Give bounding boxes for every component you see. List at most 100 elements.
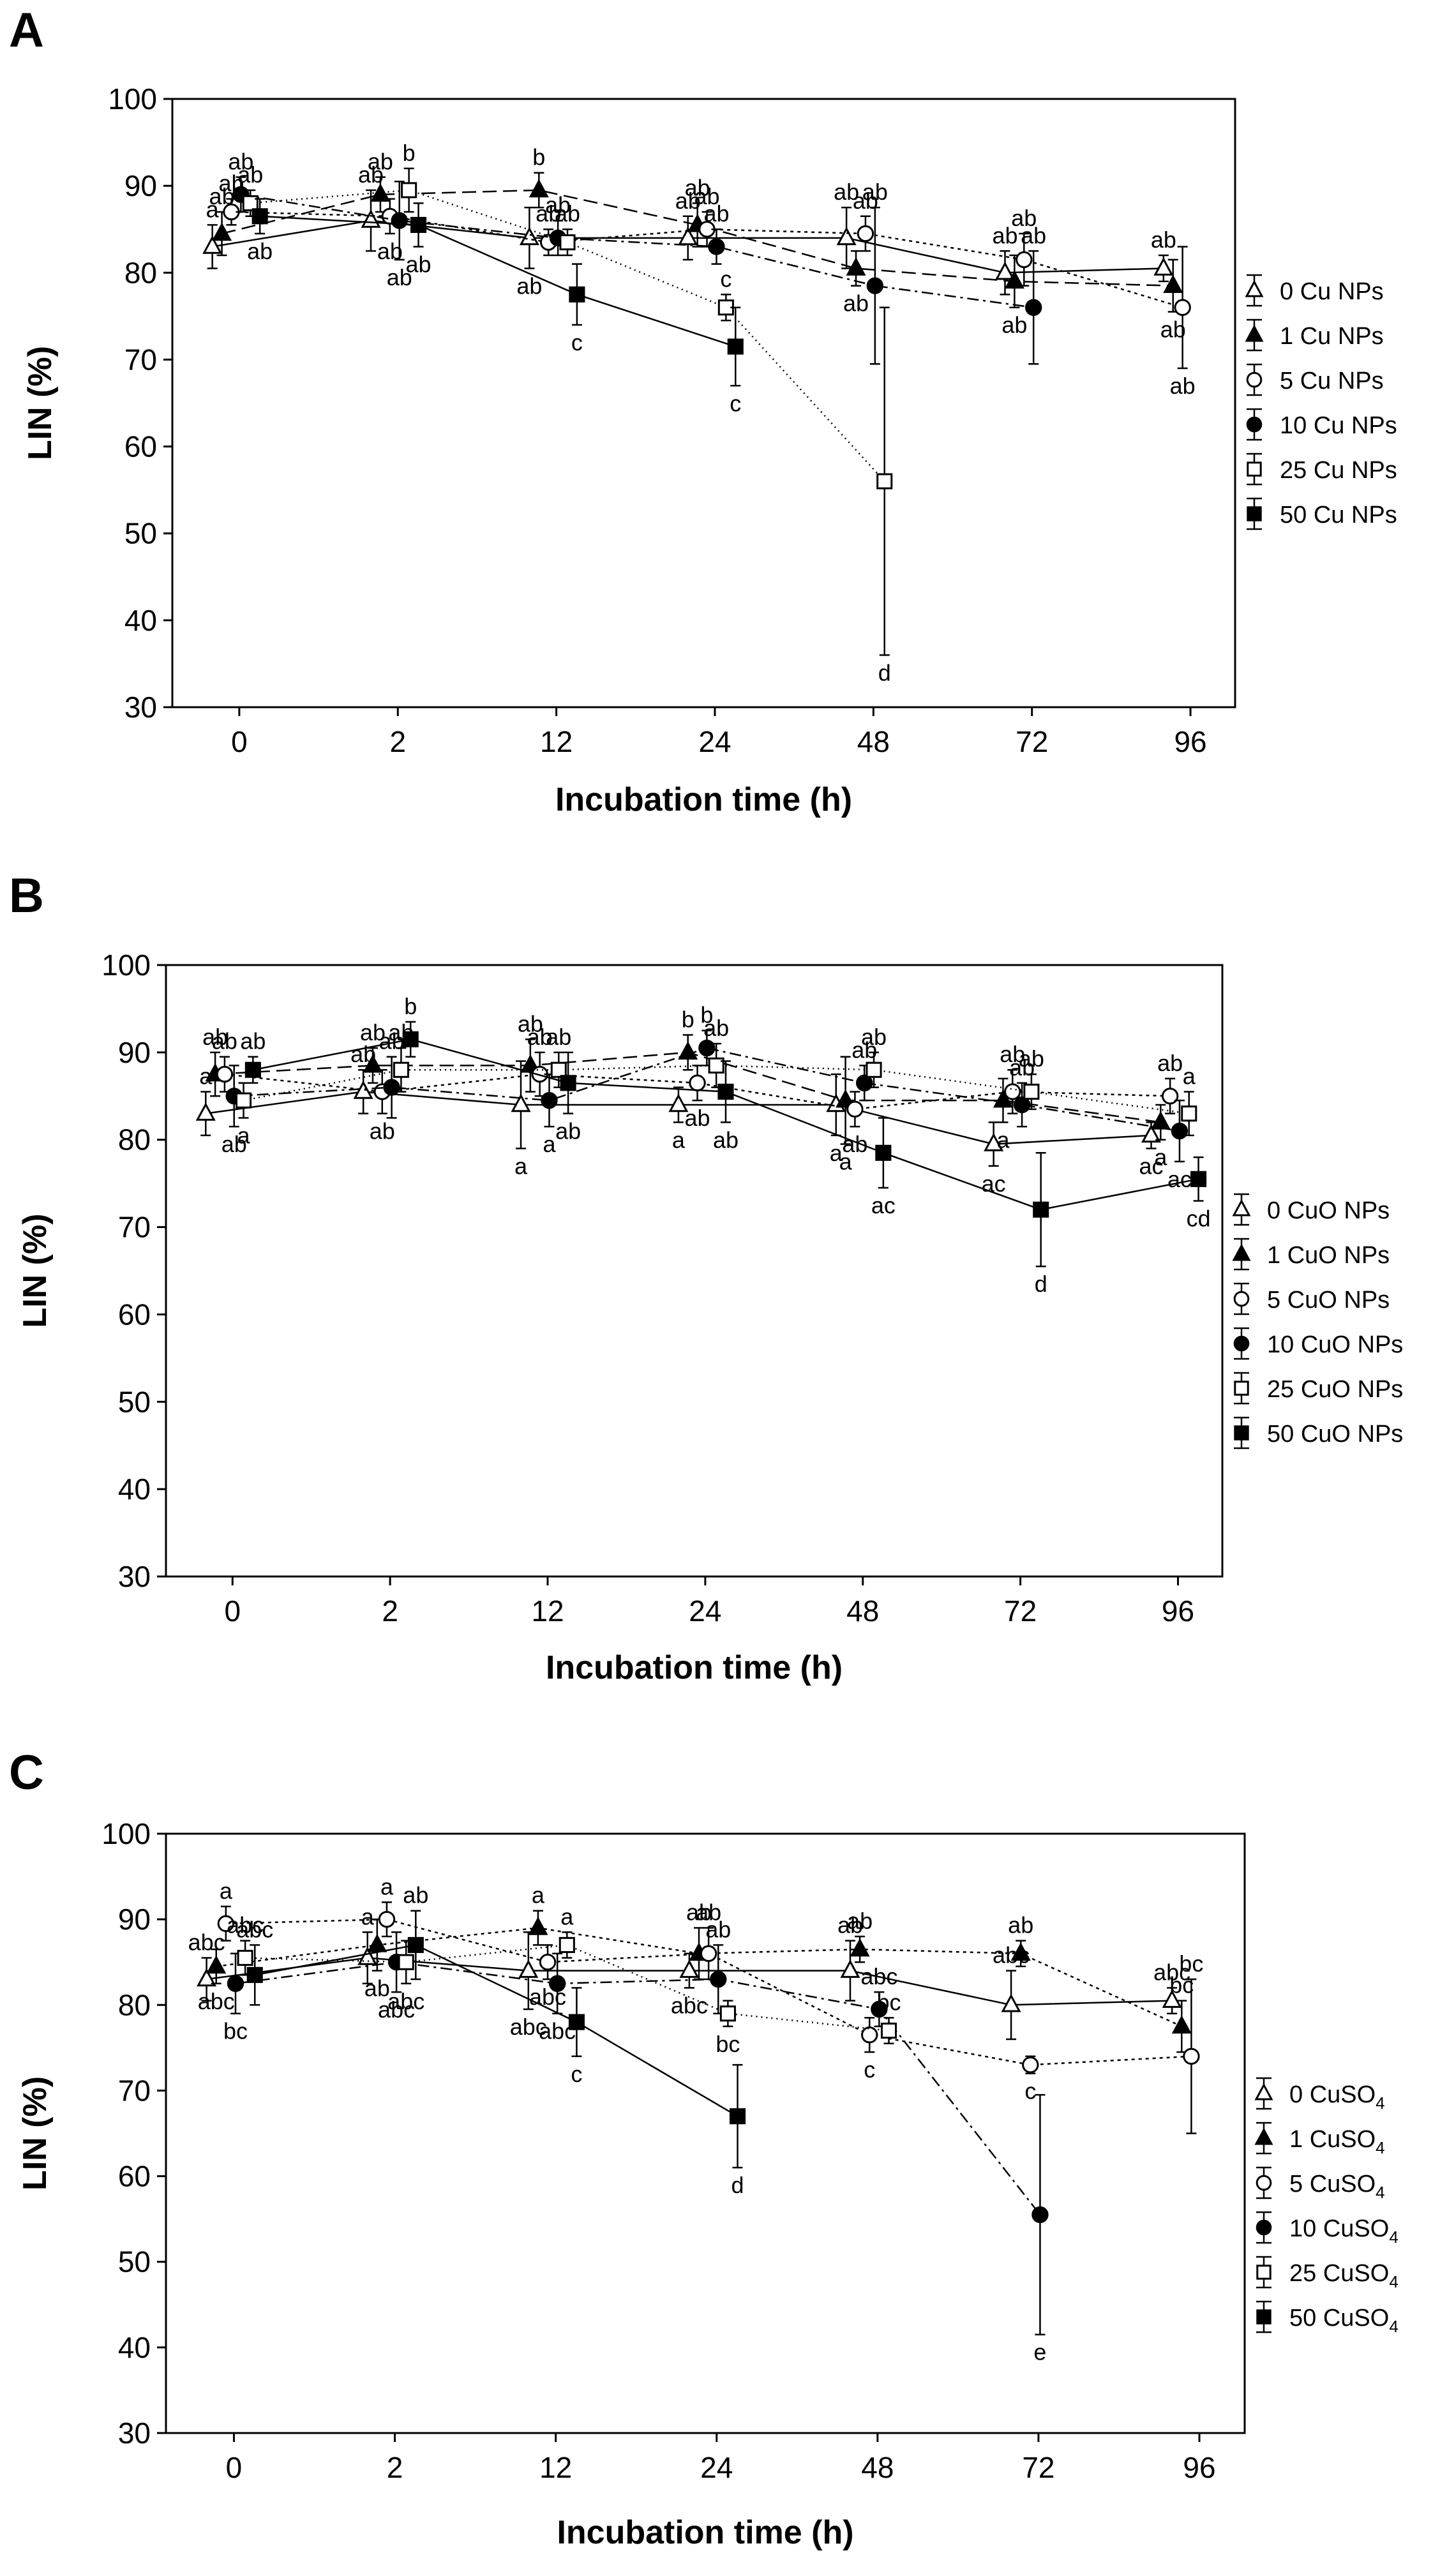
significance-label: a: [560, 1903, 574, 1929]
x-tick-label: 72: [1004, 1594, 1037, 1628]
data-point: [876, 473, 893, 490]
x-tick-label: 12: [531, 1594, 564, 1628]
data-point: [678, 227, 698, 246]
y-tick-label: 80: [118, 1988, 151, 2021]
x-tick-label: 24: [689, 1594, 721, 1628]
data-point: [1004, 1083, 1021, 1100]
significance-label: ab: [406, 251, 431, 277]
data-point: [1031, 2206, 1049, 2224]
legend-marker: [1256, 2309, 1271, 2325]
data-point: [668, 1093, 689, 1112]
significance-label: ab: [703, 200, 729, 227]
significance-label: a: [543, 1131, 556, 1157]
data-point: [850, 1938, 870, 1957]
x-tick-label: 48: [857, 725, 890, 758]
significance-label: a: [514, 1153, 528, 1179]
data-point: [708, 238, 725, 255]
y-tick-label: 60: [124, 430, 157, 463]
x-tick-label: 48: [846, 1594, 879, 1628]
data-point: [511, 1093, 531, 1112]
y-tick-label: 30: [118, 1560, 151, 1593]
data-point: [217, 1915, 235, 1933]
significance-label: a: [220, 1878, 233, 1904]
significance-label: a: [830, 1140, 843, 1166]
significance-label: ab: [834, 179, 859, 205]
data-point: [246, 1966, 263, 1983]
panel-label-a: A: [9, 3, 44, 57]
data-point: [244, 1061, 261, 1078]
data-point: [1033, 1201, 1049, 1218]
y-tick-label: 70: [118, 1211, 151, 1244]
legend-marker: [1234, 1381, 1249, 1396]
legend-marker: [1232, 1199, 1251, 1217]
data-point: [875, 1144, 892, 1161]
data-point: [383, 1079, 400, 1096]
legend-label: 25 Cu NPs: [1280, 457, 1397, 484]
series-line: [241, 193, 1034, 308]
data-point: [717, 1083, 734, 1100]
data-point: [710, 1970, 727, 1988]
significance-label: ab: [364, 1975, 390, 2002]
significance-label: ab: [237, 161, 263, 188]
data-point: [529, 179, 549, 198]
y-tick-label: 40: [124, 604, 157, 637]
significance-label: ab: [212, 1028, 237, 1054]
data-point: [541, 1091, 558, 1109]
legend-label: 10 CuO NPs: [1267, 1331, 1403, 1358]
significance-label: ab: [358, 161, 384, 188]
legend-label: 5 Cu NPs: [1280, 368, 1384, 394]
significance-label: abc: [198, 1988, 235, 2014]
data-point: [1024, 299, 1042, 316]
x-axis-label: Incubation time (h): [546, 1649, 843, 1686]
significance-label: ab: [555, 200, 580, 227]
legend-marker: [1233, 1335, 1250, 1352]
data-point: [410, 216, 427, 233]
x-tick-label: 72: [1016, 725, 1048, 758]
significance-label: ab: [847, 1908, 873, 1934]
x-tick-label: 12: [540, 725, 573, 758]
plot-frame: [165, 1832, 1246, 2434]
data-point: [402, 1031, 419, 1047]
significance-label: ab: [1000, 1041, 1025, 1067]
data-point: [361, 209, 381, 228]
significance-label: ac: [871, 1192, 896, 1218]
data-point: [840, 1959, 860, 1978]
significance-label: a: [380, 1873, 394, 1899]
data-point: [1023, 1083, 1040, 1100]
significance-label: c: [1024, 2078, 1036, 2104]
significance-label: c: [730, 390, 741, 416]
significance-label: ab: [1019, 1045, 1044, 1072]
significance-label: b: [403, 140, 416, 166]
significance-label: ab: [545, 192, 571, 218]
data-point: [378, 1910, 396, 1928]
legend-marker: [1245, 324, 1264, 342]
data-point: [560, 1075, 576, 1091]
data-point: [202, 235, 223, 254]
significance-label: b: [682, 1006, 694, 1032]
data-point: [370, 183, 391, 202]
data-point: [550, 1061, 567, 1078]
significance-label: ab: [202, 1024, 228, 1050]
significance-label: abc: [236, 1916, 273, 1942]
significance-label: abc: [1153, 1959, 1190, 1985]
significance-label: ab: [992, 222, 1017, 248]
significance-label: ab: [370, 1118, 395, 1144]
legend: 0 Cu NPs 1 Cu NPs 5 Cu NPs 10 Cu NPs 25 Cu N…: [1245, 274, 1397, 530]
x-tick-label: 24: [700, 2451, 733, 2484]
data-point: [1162, 1989, 1182, 2008]
data-point: [528, 1917, 548, 1935]
significance-label: ab: [1001, 312, 1027, 338]
significance-label: ab: [1157, 1050, 1183, 1076]
data-point: [1016, 251, 1033, 269]
x-tick-label: 48: [861, 2451, 894, 2484]
data-point: [363, 1054, 383, 1073]
significance-label: d: [731, 2172, 744, 2198]
significance-label: ab: [527, 1024, 553, 1050]
